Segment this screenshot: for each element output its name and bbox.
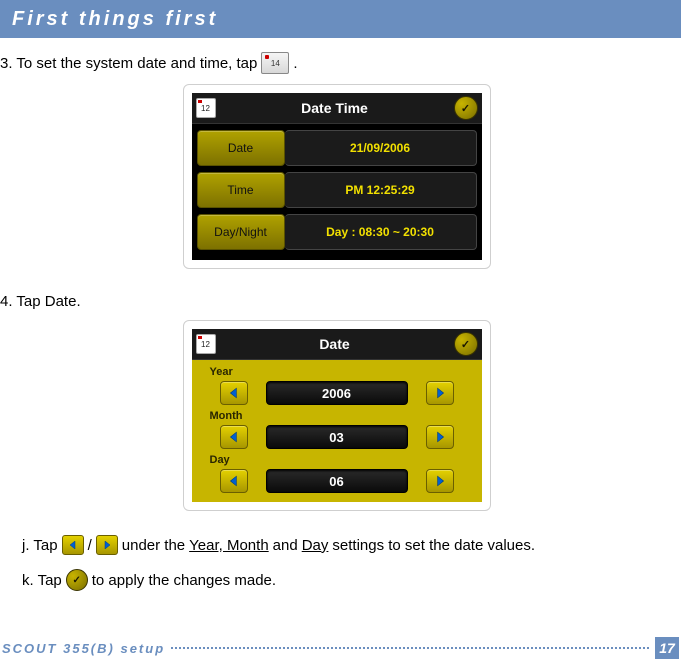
datetime-screenshot: 12 Date Time ✓ Date 21/09/2006 Time PM 1… bbox=[183, 84, 491, 269]
device-screen-date: 12 Date ✓ Year 2006 Month bbox=[192, 329, 482, 502]
row-label: Time bbox=[197, 172, 285, 208]
field-label-month: Month bbox=[192, 408, 482, 425]
field-row-day: 06 bbox=[192, 469, 482, 496]
next-arrow-icon bbox=[96, 535, 118, 555]
field-label-year: Year bbox=[192, 364, 482, 381]
next-day-button[interactable] bbox=[426, 469, 454, 493]
device-header: 12 Date Time ✓ bbox=[192, 93, 482, 124]
content-area: 3. To set the system date and time, tap … bbox=[0, 38, 681, 591]
page-header: First things first bbox=[0, 0, 681, 38]
device-title: Date Time bbox=[216, 100, 454, 116]
step-3-text-before: 3. To set the system date and time, tap bbox=[0, 55, 257, 72]
row-value: 21/09/2006 bbox=[285, 130, 477, 166]
ok-icon[interactable]: ✓ bbox=[454, 332, 478, 356]
next-year-button[interactable] bbox=[426, 381, 454, 405]
day-value: 06 bbox=[266, 469, 408, 493]
footer-page-number: 17 bbox=[655, 637, 679, 659]
date-screenshot: 12 Date ✓ Year 2006 Month bbox=[183, 320, 491, 511]
row-label: Day/Night bbox=[197, 214, 285, 250]
footer-title: SCOUT 355(B) setup bbox=[0, 641, 165, 656]
day-link: Day bbox=[302, 537, 329, 554]
page-header-title: First things first bbox=[12, 8, 218, 31]
sub-step-j: j. Tap / under the Year, Month and Day s… bbox=[22, 535, 673, 555]
sub-j-mid: under the bbox=[122, 537, 185, 554]
prev-month-button[interactable] bbox=[220, 425, 248, 449]
step-4: 4. Tap Date. bbox=[0, 293, 673, 310]
ok-icon[interactable]: ✓ bbox=[454, 96, 478, 120]
sub-steps: j. Tap / under the Year, Month and Day s… bbox=[0, 535, 673, 591]
device-header: 12 Date ✓ bbox=[192, 329, 482, 360]
date-body: Year 2006 Month 03 bbox=[192, 360, 482, 502]
calendar-icon: 12 bbox=[196, 98, 216, 118]
datetime-row-daynight[interactable]: Day/Night Day : 08:30 ~ 20:30 bbox=[197, 214, 477, 250]
sub-k-prefix: k. Tap bbox=[22, 572, 62, 589]
field-row-month: 03 bbox=[192, 425, 482, 452]
field-label-day: Day bbox=[192, 452, 482, 469]
footer-dots bbox=[171, 647, 649, 649]
row-value: PM 12:25:29 bbox=[285, 172, 477, 208]
sub-j-and: and bbox=[273, 537, 298, 554]
step-3: 3. To set the system date and time, tap … bbox=[0, 52, 673, 74]
ok-icon: ✓ bbox=[66, 569, 88, 591]
calendar-icon: 12 bbox=[196, 334, 216, 354]
sub-step-k: k. Tap ✓ to apply the changes made. bbox=[22, 569, 673, 591]
year-value: 2006 bbox=[266, 381, 408, 405]
prev-year-button[interactable] bbox=[220, 381, 248, 405]
device-title: Date bbox=[216, 336, 454, 352]
datetime-row-time[interactable]: Time PM 12:25:29 bbox=[197, 172, 477, 208]
sub-j-slash: / bbox=[88, 537, 92, 554]
calendar-icon: 14 bbox=[261, 52, 289, 74]
year-month-link: Year, Month bbox=[189, 537, 269, 554]
month-value: 03 bbox=[266, 425, 408, 449]
step-4-text: 4. Tap Date. bbox=[0, 293, 81, 310]
next-month-button[interactable] bbox=[426, 425, 454, 449]
datetime-row-date[interactable]: Date 21/09/2006 bbox=[197, 130, 477, 166]
prev-day-button[interactable] bbox=[220, 469, 248, 493]
sub-j-suffix: settings to set the date values. bbox=[332, 537, 535, 554]
device-screen-datetime: 12 Date Time ✓ Date 21/09/2006 Time PM 1… bbox=[192, 93, 482, 260]
row-label: Date bbox=[197, 130, 285, 166]
prev-arrow-icon bbox=[62, 535, 84, 555]
field-row-year: 2006 bbox=[192, 381, 482, 408]
row-value: Day : 08:30 ~ 20:30 bbox=[285, 214, 477, 250]
step-3-text-after: . bbox=[293, 55, 297, 72]
sub-k-suffix: to apply the changes made. bbox=[92, 572, 276, 589]
sub-j-prefix: j. Tap bbox=[22, 537, 58, 554]
page-footer: SCOUT 355(B) setup 17 bbox=[0, 637, 681, 659]
